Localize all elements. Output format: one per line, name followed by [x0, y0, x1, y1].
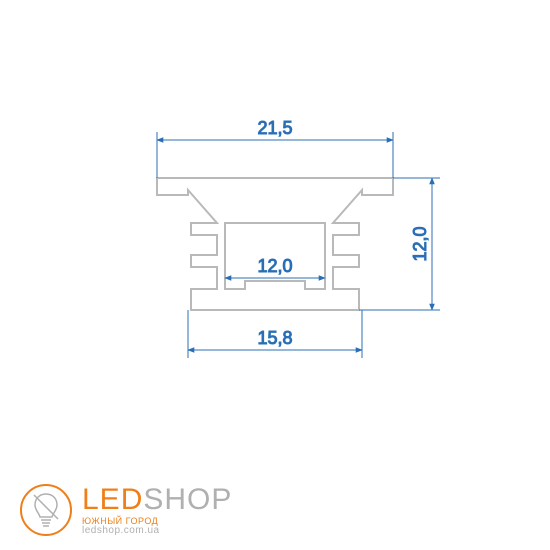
logo: LEDSHOP ЮЖНЫЙ ГОРОД ledshop.com.ua — [20, 484, 232, 536]
logo-url: ledshop.com.ua — [82, 526, 232, 536]
dim-inner-width-value: 12,0 — [257, 256, 292, 276]
diagram-canvas: 21,5 12,0 15,8 12,0 — [0, 0, 550, 550]
profile-outline — [157, 178, 393, 310]
logo-led-text: LED — [82, 483, 143, 516]
dim-top-width: 21,5 — [157, 118, 393, 178]
dim-bottom-width: 15,8 — [188, 310, 362, 358]
dim-height: 12,0 — [359, 178, 440, 310]
dim-inner-width: 12,0 — [225, 256, 325, 278]
dim-top-width-value: 21,5 — [257, 118, 292, 138]
dim-bottom-width-value: 15,8 — [257, 328, 292, 348]
cross-section-svg: 21,5 12,0 15,8 12,0 — [0, 0, 550, 550]
logo-text: LEDSHOP ЮЖНЫЙ ГОРОД ledshop.com.ua — [82, 485, 232, 536]
logo-bulb-icon — [20, 484, 72, 536]
dim-height-value: 12,0 — [410, 226, 430, 261]
logo-shop-text: SHOP — [143, 483, 232, 516]
